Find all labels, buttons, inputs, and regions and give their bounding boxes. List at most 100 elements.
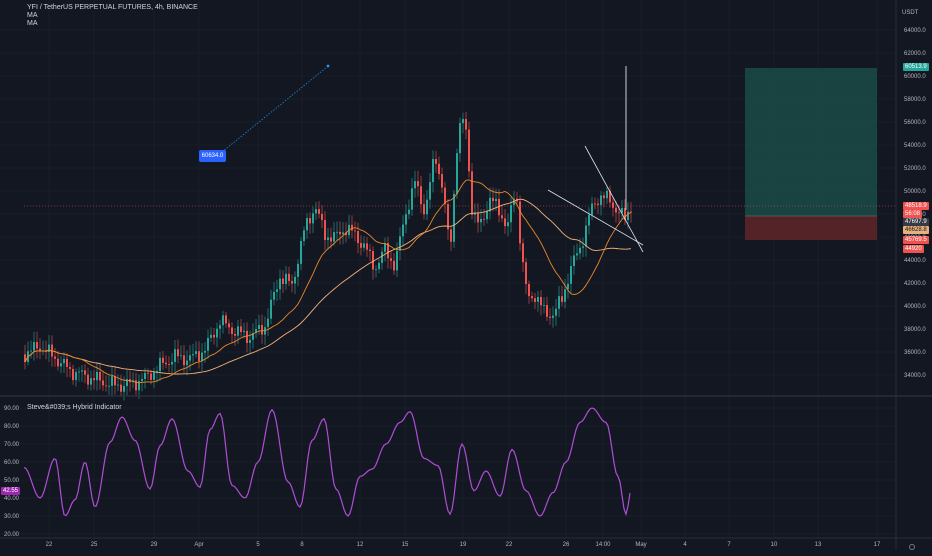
candle-body — [624, 207, 626, 221]
indicator-axis[interactable]: 90.00 80.00 70.00 60.00 50.00 40.00 30.00 20.00 — [4, 406, 20, 538]
price-tick-label: 38000.0 — [904, 327, 926, 333]
projection-arrow[interactable] — [221, 66, 328, 153]
candle-body — [189, 355, 191, 361]
candle-body — [96, 371, 98, 381]
candle-body — [207, 337, 209, 351]
price-tick-label: 50000.0 — [904, 189, 926, 195]
candle-body — [483, 218, 485, 220]
time-tick-label: 19 — [460, 542, 467, 548]
candle-body — [234, 333, 236, 336]
candle-body — [177, 349, 179, 357]
price-tick-label: 64000.0 — [904, 28, 926, 34]
candle-body — [141, 378, 143, 382]
candle-body — [345, 232, 347, 236]
stop-zone[interactable] — [745, 216, 877, 240]
candle-body — [504, 218, 506, 227]
candle-body — [285, 273, 287, 284]
candle-body — [102, 380, 104, 386]
candle-body — [492, 197, 494, 202]
candle-body — [552, 315, 554, 318]
candle-body — [36, 341, 38, 349]
candle-body — [33, 341, 35, 351]
candle-body — [408, 209, 410, 215]
candle-body — [453, 193, 455, 242]
candle-body — [555, 308, 557, 316]
time-tick-label: 5 — [256, 542, 260, 548]
candle-body — [75, 372, 77, 381]
settings-gear-icon[interactable] — [907, 538, 917, 550]
candle-body — [114, 376, 116, 386]
candle-body — [111, 376, 113, 386]
candlestick-series — [24, 112, 632, 401]
candle-body — [78, 371, 80, 373]
candle-body — [396, 250, 398, 271]
candle-body — [399, 236, 401, 251]
candle-body — [231, 327, 233, 334]
indicator-legend[interactable]: Steve&#039;s Hybrid Indicator — [27, 404, 122, 411]
oscillator-line — [23, 407, 631, 517]
candle-body — [57, 358, 59, 367]
target-zone[interactable] — [745, 68, 877, 216]
candle-body — [582, 246, 584, 248]
candle-body — [270, 299, 272, 319]
ma-fast-line — [24, 179, 632, 384]
time-tick-label: 29 — [151, 542, 158, 548]
candle-body — [447, 204, 449, 230]
candle-body — [222, 315, 224, 326]
price-tick-label: 34000.0 — [904, 373, 926, 379]
ma-legend-1[interactable]: MA — [27, 12, 38, 19]
candle-body — [474, 212, 476, 215]
candle-body — [297, 263, 299, 277]
time-tick-label: 14:00 — [595, 542, 611, 548]
candle-body — [174, 349, 176, 362]
trendline-upper[interactable] — [584, 145, 644, 253]
annotation-note[interactable]: 60634.0 — [199, 150, 226, 162]
candle-body — [615, 207, 617, 213]
candle-body — [201, 352, 203, 362]
candle-body — [318, 209, 320, 214]
candle-body — [276, 289, 278, 292]
candle-body — [600, 195, 602, 205]
candle-body — [150, 373, 152, 380]
candle-body — [585, 225, 587, 247]
candle-body — [603, 195, 605, 199]
candle-body — [528, 284, 530, 297]
candle-body — [288, 273, 290, 281]
candle-body — [477, 212, 479, 223]
candle-body — [120, 384, 122, 392]
candle-body — [438, 163, 440, 175]
candle-body — [255, 328, 257, 334]
candle-body — [48, 344, 50, 353]
time-tick-label: May — [635, 542, 646, 548]
candle-body — [507, 222, 509, 227]
candle-body — [165, 362, 167, 365]
candle-body — [531, 296, 533, 299]
candle-body — [519, 201, 521, 244]
candle-body — [501, 215, 503, 219]
symbol-title[interactable]: YFI / TetherUS PERPETUAL FUTURES, 4h, BI… — [27, 4, 198, 11]
candle-body — [594, 203, 596, 205]
candle-body — [249, 339, 251, 343]
candle-body — [387, 243, 389, 259]
candle-body — [126, 379, 128, 387]
candle-body — [630, 211, 632, 213]
candle-body — [366, 243, 368, 250]
candle-body — [339, 231, 341, 235]
candle-body — [414, 181, 416, 189]
candle-body — [99, 371, 101, 381]
time-axis[interactable]: 22 25 29 Apr 5 8 12 15 19 22 26 14:00 May 4 7 10 13 17 — [46, 542, 881, 548]
candle-body — [246, 330, 248, 343]
candle-body — [369, 249, 371, 251]
candle-body — [327, 237, 329, 241]
candle-body — [426, 199, 428, 215]
ma-legend-2[interactable]: MA — [27, 20, 38, 27]
indicator-tick-label: 20.00 — [4, 532, 20, 538]
candle-body — [465, 118, 467, 130]
candle-body — [627, 211, 629, 221]
candle-body — [336, 231, 338, 233]
candle-body — [429, 182, 431, 200]
trendline-lower[interactable] — [547, 189, 644, 246]
candle-body — [24, 354, 26, 362]
candle-body — [147, 372, 149, 374]
